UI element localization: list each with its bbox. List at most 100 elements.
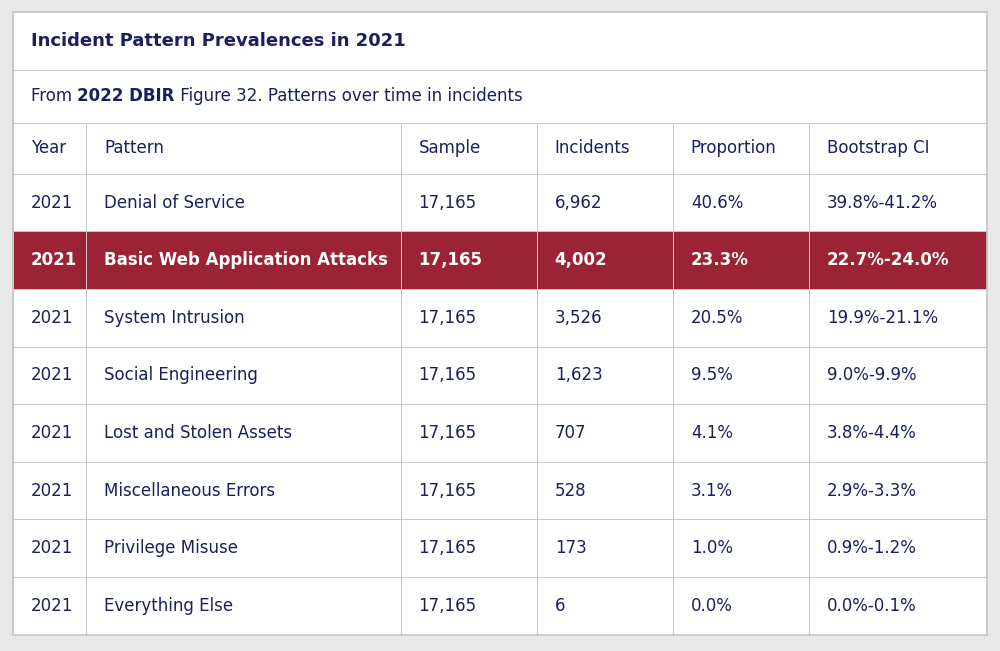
Bar: [673, 231, 809, 289]
Bar: [809, 289, 987, 346]
Text: 528: 528: [555, 482, 586, 500]
Text: System Intrusion: System Intrusion: [104, 309, 245, 327]
Bar: [809, 346, 987, 404]
Text: 22.7%-24.0%: 22.7%-24.0%: [827, 251, 949, 269]
Text: 4.1%: 4.1%: [691, 424, 733, 442]
Bar: [537, 289, 673, 346]
Text: 17,165: 17,165: [419, 597, 477, 615]
Text: 0.0%-0.1%: 0.0%-0.1%: [827, 597, 917, 615]
Bar: [401, 289, 537, 346]
Text: 9.0%-9.9%: 9.0%-9.9%: [827, 367, 917, 384]
Text: Proportion: Proportion: [691, 139, 777, 157]
Bar: [537, 346, 673, 404]
Bar: [86, 289, 401, 346]
Bar: [401, 462, 537, 519]
Bar: [809, 577, 987, 635]
Text: 3,526: 3,526: [555, 309, 602, 327]
Text: 173: 173: [555, 539, 586, 557]
Bar: [86, 174, 401, 231]
Text: 17,165: 17,165: [419, 309, 477, 327]
Text: 17,165: 17,165: [419, 482, 477, 500]
Bar: [537, 577, 673, 635]
Bar: [13, 404, 86, 462]
Text: 1.0%: 1.0%: [691, 539, 733, 557]
Bar: [13, 174, 86, 231]
Text: 2021: 2021: [31, 251, 77, 269]
Bar: [537, 174, 673, 231]
Text: 4,002: 4,002: [555, 251, 607, 269]
Text: 6,962: 6,962: [555, 193, 602, 212]
Bar: [809, 404, 987, 462]
Bar: [401, 346, 537, 404]
Bar: [673, 174, 809, 231]
Bar: [809, 122, 987, 174]
Bar: [13, 231, 86, 289]
Text: 39.8%-41.2%: 39.8%-41.2%: [827, 193, 938, 212]
Text: 0.9%-1.2%: 0.9%-1.2%: [827, 539, 917, 557]
Text: 3.8%-4.4%: 3.8%-4.4%: [827, 424, 917, 442]
Text: 40.6%: 40.6%: [691, 193, 743, 212]
Text: 19.9%-21.1%: 19.9%-21.1%: [827, 309, 938, 327]
Text: Miscellaneous Errors: Miscellaneous Errors: [104, 482, 275, 500]
Text: 17,165: 17,165: [419, 193, 477, 212]
Text: 20.5%: 20.5%: [691, 309, 743, 327]
Bar: [537, 462, 673, 519]
Text: 23.3%: 23.3%: [691, 251, 749, 269]
Bar: [401, 231, 537, 289]
Bar: [673, 346, 809, 404]
Bar: [809, 231, 987, 289]
Bar: [86, 122, 401, 174]
Bar: [401, 174, 537, 231]
Bar: [13, 12, 987, 70]
Bar: [13, 70, 987, 122]
Text: Bootstrap CI: Bootstrap CI: [827, 139, 929, 157]
Text: 2022 DBIR: 2022 DBIR: [77, 87, 175, 105]
Bar: [809, 174, 987, 231]
Text: 6: 6: [555, 597, 565, 615]
Bar: [401, 577, 537, 635]
Text: 17,165: 17,165: [419, 424, 477, 442]
Text: 2021: 2021: [31, 424, 73, 442]
Bar: [13, 346, 86, 404]
Text: Basic Web Application Attacks: Basic Web Application Attacks: [104, 251, 388, 269]
Text: Year: Year: [31, 139, 66, 157]
Bar: [86, 404, 401, 462]
Text: Denial of Service: Denial of Service: [104, 193, 245, 212]
Text: 3.1%: 3.1%: [691, 482, 733, 500]
Bar: [401, 519, 537, 577]
Text: 1,623: 1,623: [555, 367, 602, 384]
Text: Lost and Stolen Assets: Lost and Stolen Assets: [104, 424, 292, 442]
Text: 17,165: 17,165: [419, 539, 477, 557]
Bar: [673, 577, 809, 635]
Bar: [13, 519, 86, 577]
Bar: [673, 404, 809, 462]
Bar: [13, 289, 86, 346]
Bar: [537, 404, 673, 462]
Text: 2021: 2021: [31, 482, 73, 500]
Bar: [13, 122, 86, 174]
Bar: [86, 462, 401, 519]
Bar: [401, 404, 537, 462]
Text: Figure 32. Patterns over time in incidents: Figure 32. Patterns over time in inciden…: [175, 87, 522, 105]
Bar: [809, 519, 987, 577]
Text: 17,165: 17,165: [419, 367, 477, 384]
Bar: [673, 122, 809, 174]
Text: 2021: 2021: [31, 367, 73, 384]
Bar: [86, 519, 401, 577]
Text: 2.9%-3.3%: 2.9%-3.3%: [827, 482, 917, 500]
Text: Sample: Sample: [419, 139, 481, 157]
Bar: [537, 519, 673, 577]
Bar: [13, 462, 86, 519]
Bar: [401, 122, 537, 174]
Bar: [673, 289, 809, 346]
Text: Privilege Misuse: Privilege Misuse: [104, 539, 238, 557]
Text: 2021: 2021: [31, 193, 73, 212]
Text: 2021: 2021: [31, 309, 73, 327]
Bar: [537, 122, 673, 174]
Bar: [86, 231, 401, 289]
Text: Pattern: Pattern: [104, 139, 164, 157]
Bar: [86, 346, 401, 404]
Bar: [86, 577, 401, 635]
Bar: [13, 577, 86, 635]
Text: 9.5%: 9.5%: [691, 367, 733, 384]
